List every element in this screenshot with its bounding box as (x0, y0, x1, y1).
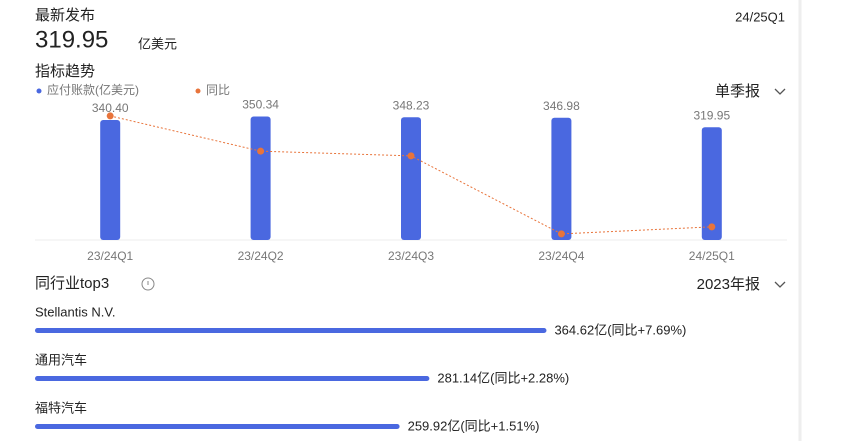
data-label: 340.40 (92, 101, 129, 115)
period-selector[interactable]: 单季报 (715, 83, 760, 100)
bar (100, 120, 121, 240)
chart-title: 指标趋势 (35, 63, 95, 80)
yoy-dot (257, 147, 265, 155)
header-title: 最新发布 (35, 7, 95, 24)
bar (551, 117, 572, 240)
data-label: 346.98 (543, 99, 580, 113)
card-bg (0, 0, 800, 441)
legend-label: 应付账款(亿美元) (47, 82, 139, 97)
peer-label: 281.14亿(同比+2.28%) (437, 370, 569, 385)
yoy-dot (106, 112, 114, 120)
bar (250, 116, 271, 240)
peer-name: 通用汽车 (35, 352, 87, 367)
yoy-dot (407, 152, 415, 160)
header-period: 24/25Q1 (735, 9, 785, 24)
peer-name: 福特汽车 (35, 400, 87, 415)
bar (401, 117, 421, 240)
header-value: 319.95 (35, 26, 108, 53)
peer-label: 364.62亿(同比+7.69%) (554, 322, 686, 337)
peer-bar (35, 328, 547, 333)
legend-dot-1 (195, 88, 201, 94)
data-label: 348.23 (393, 98, 430, 112)
bar (701, 127, 722, 240)
chevron[interactable] (774, 88, 786, 95)
peer-bar (35, 424, 400, 429)
x-tick-label: 23/24Q4 (538, 249, 584, 263)
peer-name: Stellantis N.V. (35, 304, 115, 319)
info-icon[interactable] (141, 277, 155, 291)
legend-label: 同比 (206, 83, 230, 97)
data-label: 350.34 (242, 98, 279, 112)
x-tick-label: 23/24Q2 (238, 249, 284, 263)
data-label: 319.95 (693, 108, 730, 122)
x-tick-label: 23/24Q1 (87, 249, 133, 263)
yoy-dot (708, 223, 716, 231)
peer-label: 259.92亿(同比+1.51%) (408, 418, 540, 433)
peer-bar (35, 376, 430, 381)
legend-dot-0 (36, 88, 42, 94)
header-unit: 亿美元 (138, 36, 177, 51)
x-tick-label: 23/24Q3 (388, 249, 434, 263)
chevron[interactable] (774, 281, 786, 288)
peers-period[interactable]: 2023年报 (697, 276, 760, 293)
x-tick-label: 24/25Q1 (689, 249, 735, 263)
yoy-dot (557, 230, 565, 238)
peers-title: 同行业top3 (35, 275, 109, 292)
